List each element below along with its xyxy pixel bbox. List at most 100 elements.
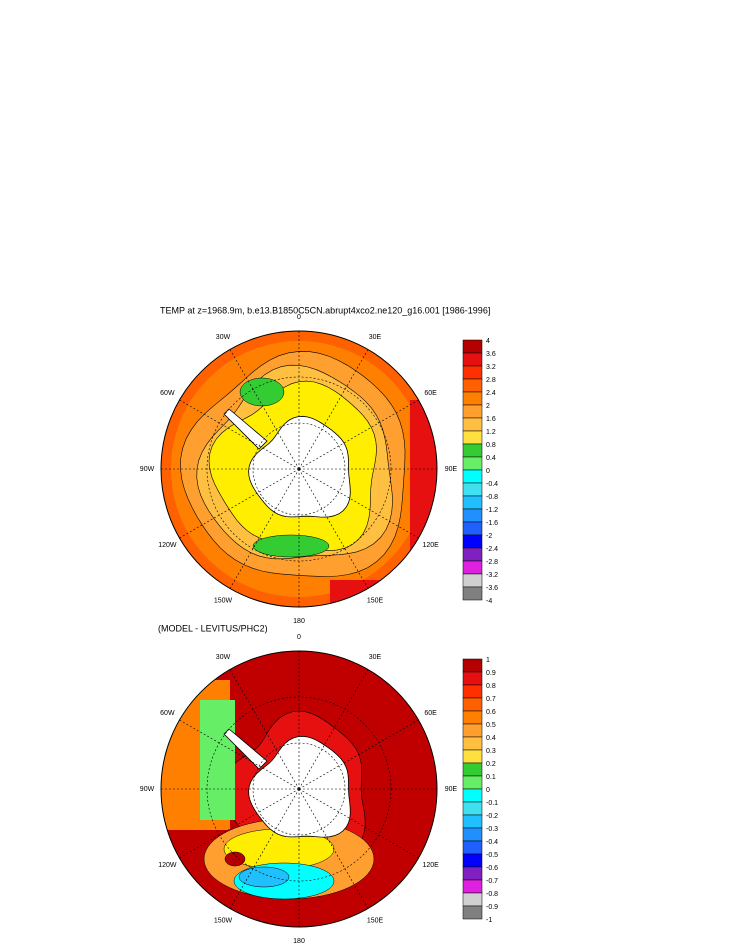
colorbar-label: -2.4: [486, 546, 498, 553]
colorbar-label: 2: [486, 403, 490, 410]
colorbar-box: [462, 853, 483, 868]
longitude-label: 30W: [216, 334, 231, 341]
colorbar-label: 2.8: [486, 377, 496, 384]
longitude-label: 90E: [445, 466, 458, 473]
longitude-label: 90W: [140, 466, 155, 473]
panel-title: (MODEL - LEVITUS/PHC2): [158, 623, 268, 633]
colorbar-box: [462, 521, 483, 536]
colorbar-label: -2: [486, 533, 492, 540]
field-patch: [224, 851, 246, 867]
colorbar-label: -2.8: [486, 559, 498, 566]
colorbar-label: -1.6: [486, 520, 498, 527]
colorbar-box: [462, 671, 483, 686]
longitude-label: 0: [297, 634, 301, 641]
longitude-label: 30E: [369, 654, 382, 661]
colorbar-label: 0.8: [486, 683, 496, 690]
longitude-label: 150E: [367, 597, 384, 604]
colorbar-label: -0.9: [486, 904, 498, 911]
longitude-label: 60E: [424, 710, 437, 717]
colorbar-label: 0: [486, 787, 490, 794]
colorbar-label: -1: [486, 917, 492, 924]
meridian: [179, 788, 300, 859]
map-field: [161, 651, 437, 927]
colorbar-label: -1.2: [486, 507, 498, 514]
colorbar-label: 0.6: [486, 709, 496, 716]
meridian: [298, 788, 369, 909]
colorbar-label: 0.1: [486, 774, 496, 781]
colorbar-label: 0.5: [486, 722, 496, 729]
colorbar-box: [462, 697, 483, 712]
colorbar-label: -0.3: [486, 826, 498, 833]
colorbar-box: [462, 430, 483, 445]
colorbar-label: 0.4: [486, 735, 496, 742]
longitude-label: 120W: [158, 862, 177, 869]
colorbar-box: [462, 723, 483, 738]
field-patch: [238, 866, 290, 888]
colorbar-box: [462, 866, 483, 881]
meridian: [179, 719, 300, 790]
longitude-label: 0: [297, 314, 301, 321]
colorbar-label: -0.5: [486, 852, 498, 859]
field-patch: [330, 580, 437, 607]
colorbar-label: 0.4: [486, 455, 496, 462]
longitude-label: 180: [293, 618, 305, 625]
meridian: [229, 788, 300, 909]
colorbar-box: [462, 801, 483, 816]
colorbar-box: [462, 534, 483, 549]
meridian: [179, 468, 300, 539]
colorbar-label: 1.2: [486, 429, 496, 436]
meridian: [298, 399, 419, 470]
colorbar-box: [462, 827, 483, 842]
colorbar-label: -0.4: [486, 839, 498, 846]
colorbar-box: [462, 404, 483, 419]
colorbar-label: -3.2: [486, 572, 498, 579]
longitude-label: 120W: [158, 542, 177, 549]
colorbar-label: -0.8: [486, 494, 498, 501]
field-patch: [200, 700, 235, 820]
colorbar-label: 0.7: [486, 696, 496, 703]
colorbar-box: [462, 788, 483, 803]
colorbar-box: [462, 879, 483, 894]
colorbar-box: [462, 495, 483, 510]
longitude-label: 30W: [216, 654, 231, 661]
colorbar-box: [462, 573, 483, 588]
colorbar-label: -0.6: [486, 865, 498, 872]
colorbar-box: [462, 352, 483, 367]
colorbar-box: [462, 684, 483, 699]
colorbar-box: [462, 391, 483, 406]
colorbar-box: [462, 339, 483, 354]
meridian: [179, 399, 300, 470]
colorbar-label: 4: [486, 338, 490, 345]
colorbar-box: [462, 892, 483, 907]
meridian: [298, 719, 419, 790]
colorbar-label: 0.8: [486, 442, 496, 449]
meridian: [229, 468, 300, 589]
colorbar-label: -0.8: [486, 891, 498, 898]
colorbar-box: [462, 775, 483, 790]
longitude-label: 150E: [367, 917, 384, 924]
colorbar-box: [462, 749, 483, 764]
colorbar-box: [462, 508, 483, 523]
longitude-label: 150W: [214, 597, 233, 604]
colorbar-box: [462, 482, 483, 497]
map-border: [160, 650, 438, 928]
colorbar-box: [462, 456, 483, 471]
field-patch: [410, 400, 437, 600]
colorbar-box: [462, 905, 483, 920]
meridian: [298, 669, 369, 790]
colorbar-label: -0.4: [486, 481, 498, 488]
meridian: [229, 349, 300, 470]
colorbar-label: -4: [486, 598, 492, 605]
colorbar-box: [462, 469, 483, 484]
colorbar-label: 3.2: [486, 364, 496, 371]
longitude-label: 90E: [445, 786, 458, 793]
map-border: [160, 330, 438, 608]
colorbar-label: 2.4: [486, 390, 496, 397]
colorbar-label: 1: [486, 657, 490, 664]
longitude-label: 180: [293, 938, 305, 945]
colorbar-label: -0.2: [486, 813, 498, 820]
colorbar-box: [462, 736, 483, 751]
longitude-label: 60W: [160, 710, 175, 717]
